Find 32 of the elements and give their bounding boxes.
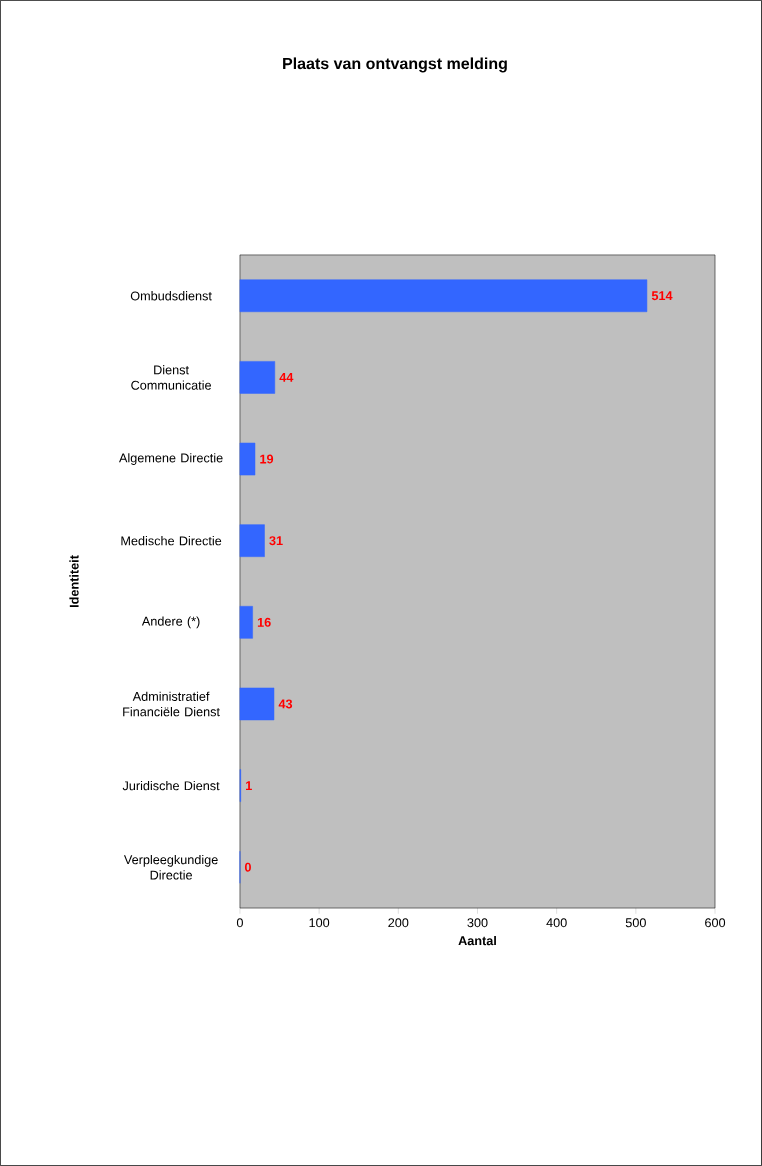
- y-tick-label: Medische Directie: [121, 536, 222, 546]
- x-tick-label: 100: [309, 918, 330, 928]
- y-tick-label: Algemene Directie: [119, 453, 223, 465]
- bar: [239, 687, 275, 721]
- y-axis-title: Identiteit: [69, 555, 79, 608]
- bar: [239, 606, 253, 639]
- x-tick-label: 0: [236, 918, 243, 928]
- x-tick-label: 300: [467, 918, 488, 928]
- y-tick-label: Ombudsdienst: [130, 291, 212, 301]
- data-label: 31: [269, 536, 283, 546]
- y-tick-label: Juridische Dienst: [122, 780, 220, 791]
- bar: [239, 524, 265, 557]
- data-label: 514: [651, 291, 673, 301]
- y-tick-label: Administratief Financiële Dienst: [123, 691, 220, 717]
- y-tick-label: Andere (*): [141, 616, 200, 629]
- bar: [239, 442, 256, 476]
- data-label: 44: [279, 373, 294, 382]
- x-tick-label: 400: [546, 918, 567, 928]
- x-tick-label: 200: [388, 918, 409, 928]
- data-label: 0: [244, 862, 251, 872]
- bar: [239, 361, 276, 394]
- data-label: 16: [257, 617, 271, 627]
- y-tick-label: Verpleegkundige Directie: [123, 854, 218, 880]
- x-tick-label: 600: [705, 918, 726, 928]
- x-tick-label: 500: [625, 918, 646, 928]
- data-label: 43: [278, 699, 293, 709]
- y-tick-label: Dienst Communicatie: [131, 365, 212, 390]
- x-axis-title: Aantal: [458, 935, 496, 946]
- chart-title: Plaats van ontvangst melding: [283, 57, 507, 73]
- data-label: 19: [260, 454, 274, 464]
- bar: [239, 279, 648, 313]
- data-label: 1: [246, 781, 252, 790]
